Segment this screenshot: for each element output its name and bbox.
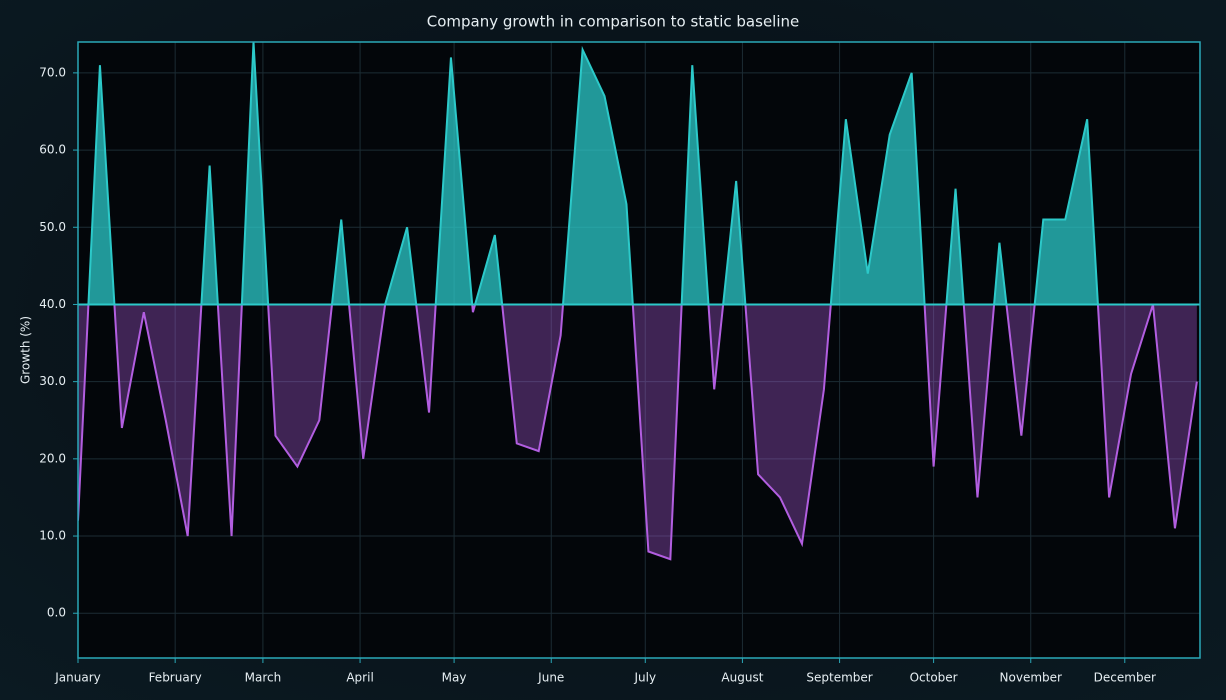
y-tick-label: 60.0: [39, 143, 66, 157]
x-tick-label: May: [442, 671, 467, 685]
y-tick-label: 70.0: [39, 65, 66, 79]
x-tick-label: September: [806, 671, 872, 685]
chart-title: Company growth in comparison to static b…: [427, 13, 800, 31]
y-tick-label: 0.0: [47, 606, 66, 620]
y-tick-label: 20.0: [39, 451, 66, 465]
x-tick-label: October: [910, 671, 958, 685]
y-tick-label: 30.0: [39, 374, 66, 388]
x-tick-label: January: [54, 671, 101, 685]
x-tick-label: July: [633, 671, 656, 685]
x-tick-label: June: [537, 671, 564, 685]
x-tick-label: November: [1000, 671, 1062, 685]
y-axis-label: Growth (%): [19, 316, 33, 384]
x-tick-label: December: [1094, 671, 1156, 685]
plot-border: [77, 41, 1201, 659]
x-tick-label: March: [245, 671, 282, 685]
y-tick-label: 40.0: [39, 297, 66, 311]
area-below: [78, 304, 1197, 560]
x-tick-label: February: [149, 671, 202, 685]
y-tick-label: 50.0: [39, 220, 66, 234]
x-tick-label: August: [721, 671, 763, 685]
plot-area: [78, 42, 1200, 658]
line-above: [87, 42, 1154, 305]
y-tick-label: 10.0: [39, 529, 66, 543]
line-below: [78, 304, 1198, 561]
area-above: [78, 42, 1197, 305]
x-tick-label: April: [346, 671, 373, 685]
